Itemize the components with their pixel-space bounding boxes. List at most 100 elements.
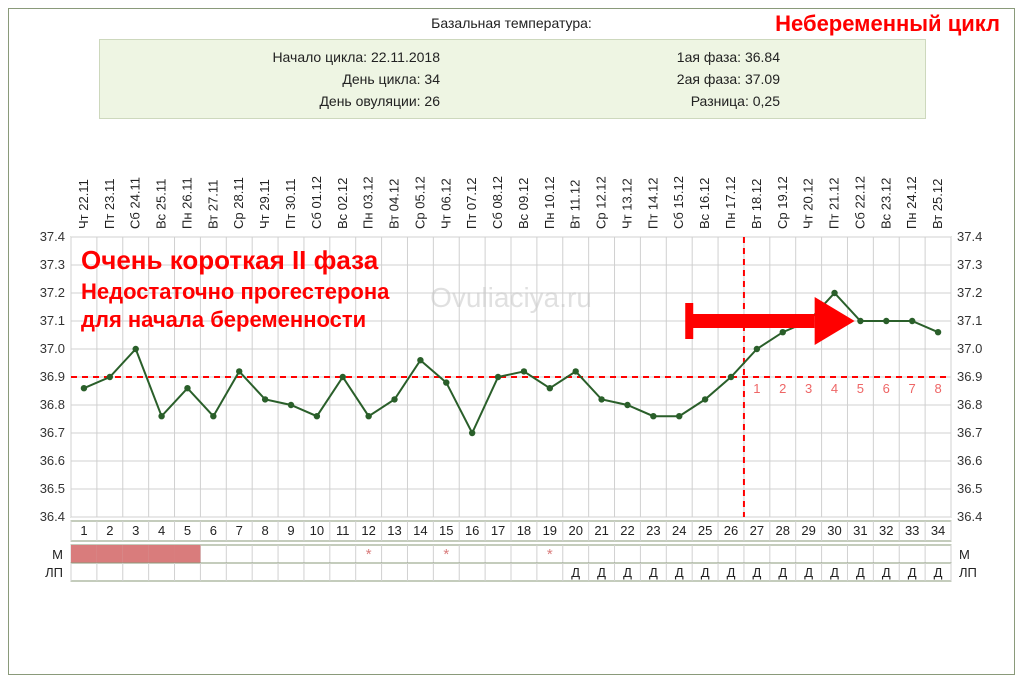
svg-text:36.5: 36.5 (957, 481, 982, 496)
svg-text:Д: Д (701, 565, 710, 580)
svg-text:Ср 05.12: Ср 05.12 (412, 176, 427, 229)
svg-text:37.4: 37.4 (40, 229, 65, 244)
svg-text:36.5: 36.5 (40, 481, 65, 496)
svg-text:26: 26 (724, 523, 738, 538)
svg-text:36.9: 36.9 (40, 369, 65, 384)
cycle-start: Начало цикла: 22.11.2018 (180, 46, 440, 68)
bbt-chart: Чт 22.11Пт 23.11Сб 24.11Вс 25.11Пн 26.11… (21, 169, 1001, 659)
svg-text:37.3: 37.3 (957, 257, 982, 272)
svg-text:2: 2 (779, 381, 786, 396)
svg-text:Сб 24.11: Сб 24.11 (128, 177, 143, 229)
svg-text:Пт 07.12: Пт 07.12 (464, 178, 479, 229)
svg-text:Д: Д (804, 565, 813, 580)
svg-text:Пт 30.11: Пт 30.11 (283, 179, 298, 229)
svg-text:5: 5 (857, 381, 864, 396)
svg-text:Пт 23.11: Пт 23.11 (102, 179, 117, 229)
svg-text:21: 21 (594, 523, 608, 538)
svg-text:33: 33 (905, 523, 919, 538)
svg-text:Д: Д (623, 565, 632, 580)
svg-text:Д: Д (908, 565, 917, 580)
svg-text:для начала беременности: для начала беременности (81, 307, 366, 332)
svg-text:37.1: 37.1 (40, 313, 65, 328)
svg-text:36.8: 36.8 (957, 397, 982, 412)
svg-text:36.7: 36.7 (40, 425, 65, 440)
svg-text:Недостаточно прогестерона: Недостаточно прогестерона (81, 279, 390, 304)
svg-text:ЛП: ЛП (45, 565, 63, 580)
svg-text:37.2: 37.2 (40, 285, 65, 300)
svg-text:Ср 12.12: Ср 12.12 (594, 176, 609, 229)
svg-text:25: 25 (698, 523, 712, 538)
svg-text:Д: Д (934, 565, 943, 580)
info-right-col: 1ая фаза: 36.84 2ая фаза: 37.09 Разница:… (580, 46, 780, 112)
svg-text:4: 4 (831, 381, 838, 396)
svg-text:37.1: 37.1 (957, 313, 982, 328)
svg-text:М: М (52, 547, 63, 562)
svg-text:37.2: 37.2 (957, 285, 982, 300)
svg-text:Вт 25.12: Вт 25.12 (930, 179, 945, 229)
svg-text:36.7: 36.7 (957, 425, 982, 440)
svg-text:Пн 03.12: Пн 03.12 (361, 176, 376, 229)
svg-text:7: 7 (236, 523, 243, 538)
chart-svg: Чт 22.11Пт 23.11Сб 24.11Вс 25.11Пн 26.11… (21, 169, 1001, 659)
svg-text:Д: Д (649, 565, 658, 580)
svg-text:2: 2 (106, 523, 113, 538)
svg-text:Чт 22.11: Чт 22.11 (76, 179, 91, 229)
svg-text:23: 23 (646, 523, 660, 538)
svg-text:Вт 04.12: Вт 04.12 (387, 179, 402, 229)
svg-text:27: 27 (750, 523, 764, 538)
svg-text:3: 3 (132, 523, 139, 538)
svg-text:Пн 24.12: Пн 24.12 (904, 176, 919, 229)
svg-text:6: 6 (210, 523, 217, 538)
svg-text:30: 30 (827, 523, 841, 538)
info-left-col: Начало цикла: 22.11.2018 День цикла: 34 … (180, 46, 440, 112)
svg-text:37.4: 37.4 (957, 229, 982, 244)
svg-text:34: 34 (931, 523, 945, 538)
svg-text:15: 15 (439, 523, 453, 538)
svg-text:7: 7 (909, 381, 916, 396)
svg-text:8: 8 (934, 381, 941, 396)
svg-text:Д: Д (778, 565, 787, 580)
svg-text:36.4: 36.4 (957, 509, 982, 524)
svg-text:Пт 21.12: Пт 21.12 (827, 178, 842, 229)
svg-text:Д: Д (571, 565, 580, 580)
svg-text:1: 1 (753, 381, 760, 396)
svg-text:Д: Д (752, 565, 761, 580)
chart-card: Базальная температура: Небеременный цикл… (8, 8, 1015, 675)
svg-text:Чт 06.12: Чт 06.12 (438, 178, 453, 229)
svg-text:Сб 08.12: Сб 08.12 (490, 176, 505, 229)
svg-text:36.9: 36.9 (957, 369, 982, 384)
svg-text:Чт 20.12: Чт 20.12 (801, 178, 816, 229)
svg-text:Ср 19.12: Ср 19.12 (775, 176, 790, 229)
svg-text:Пн 10.12: Пн 10.12 (542, 176, 557, 229)
svg-text:17: 17 (491, 523, 505, 538)
svg-text:12: 12 (361, 523, 375, 538)
svg-text:14: 14 (413, 523, 427, 538)
svg-text:24: 24 (672, 523, 686, 538)
svg-text:11: 11 (336, 523, 350, 538)
svg-text:Д: Д (727, 565, 736, 580)
svg-text:22: 22 (620, 523, 634, 538)
svg-text:Очень короткая II фаза: Очень короткая II фаза (81, 245, 379, 275)
svg-text:37.0: 37.0 (40, 341, 65, 356)
svg-text:Чт 13.12: Чт 13.12 (619, 178, 634, 229)
svg-text:20: 20 (568, 523, 582, 538)
svg-text:Пт 14.12: Пт 14.12 (645, 178, 660, 229)
svg-text:Д: Д (597, 565, 606, 580)
svg-text:32: 32 (879, 523, 893, 538)
svg-text:Вс 16.12: Вс 16.12 (697, 178, 712, 229)
svg-text:Сб 22.12: Сб 22.12 (852, 176, 867, 229)
ovulation-day: День овуляции: 26 (180, 90, 440, 112)
svg-text:19: 19 (543, 523, 557, 538)
svg-text:Сб 01.12: Сб 01.12 (309, 176, 324, 229)
svg-text:36.6: 36.6 (40, 453, 65, 468)
svg-text:Вс 23.12: Вс 23.12 (878, 178, 893, 229)
svg-text:Чт 29.11: Чт 29.11 (257, 179, 272, 229)
svg-text:Д: Д (675, 565, 684, 580)
svg-text:9: 9 (287, 523, 294, 538)
svg-text:Вт 18.12: Вт 18.12 (749, 179, 764, 229)
svg-text:36.8: 36.8 (40, 397, 65, 412)
svg-text:4: 4 (158, 523, 165, 538)
svg-text:8: 8 (262, 523, 269, 538)
cycle-day: День цикла: 34 (180, 68, 440, 90)
svg-text:3: 3 (805, 381, 812, 396)
